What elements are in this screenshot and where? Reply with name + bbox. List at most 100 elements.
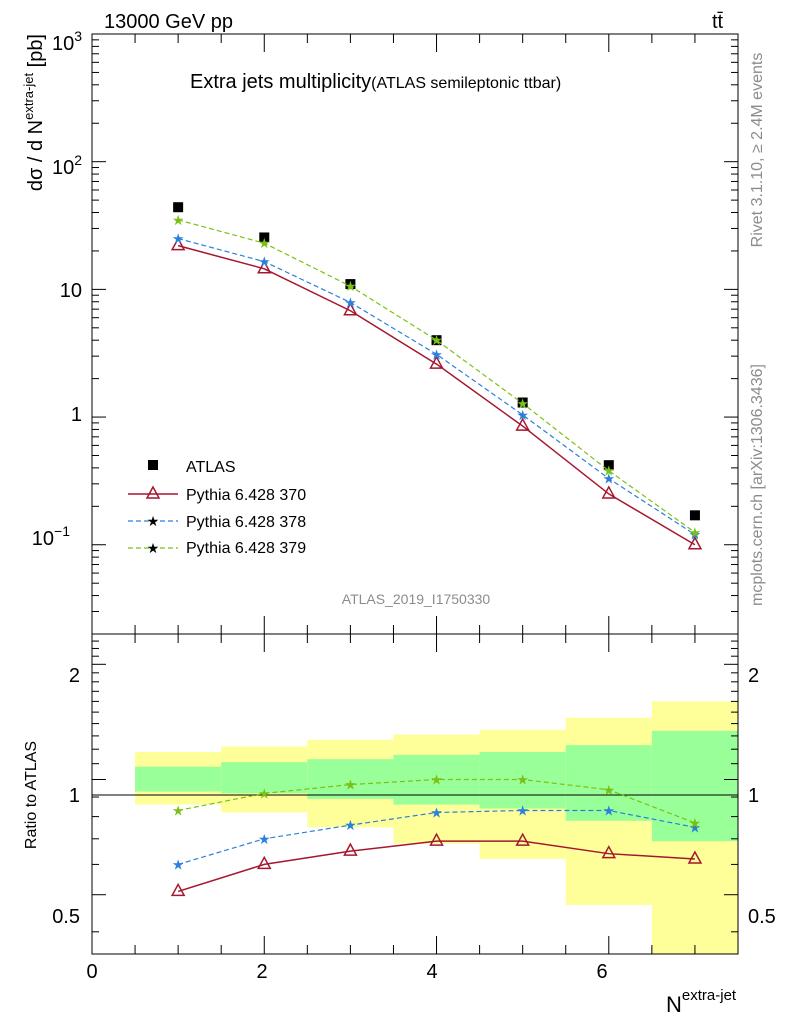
ratio-panel-frame — [91, 633, 739, 955]
ratio-point-p378: ★ — [603, 803, 616, 819]
data-point-p379: ★ — [172, 213, 185, 229]
data-point-p370 — [429, 355, 444, 369]
main-y-axis-label: dσ / d Nextra-jet [pb] — [21, 34, 47, 191]
ratio-point-p379: ★ — [430, 773, 443, 789]
ratio-point-p378: ★ — [172, 857, 185, 873]
ratio-point-p378: ★ — [430, 805, 443, 821]
data-point-p379: ★ — [689, 525, 702, 541]
legend-marker-p378: ★ — [147, 513, 160, 529]
ratio-point-p378: ★ — [344, 818, 357, 834]
x-axis-ticks — [91, 34, 739, 954]
ratio-band-inner — [135, 766, 222, 792]
chart-subtitle: (ATLAS semileptonic ttbar) — [371, 75, 561, 92]
x-tick-label: 0 — [86, 961, 97, 983]
ratio-band-inner — [565, 745, 652, 821]
ratio-point-p379: ★ — [172, 803, 185, 819]
x-tick-label: 4 — [426, 961, 437, 983]
data-point-p370 — [170, 237, 186, 251]
data-point-p378: ★ — [172, 232, 185, 248]
legend-label: Pythia 6.428 379 — [186, 540, 306, 557]
ratio-line-p370 — [177, 840, 695, 893]
legend-marker-p379: ★ — [147, 540, 160, 556]
data-point-p379: ★ — [258, 236, 271, 252]
data-point-p379: ★ — [603, 464, 616, 480]
legend-label: ATLAS — [186, 459, 236, 476]
data-point-atlas — [689, 510, 700, 521]
rivet-label: Rivet 3.1.10, ≥ 2.4M events — [749, 53, 766, 248]
main-y-tick-label: 102 — [52, 152, 82, 179]
ratio-point-p370 — [343, 842, 358, 856]
ratio-point-p379: ★ — [516, 773, 529, 789]
data-point-atlas — [173, 202, 184, 213]
data-point-atlas — [603, 460, 614, 471]
data-point-p370 — [343, 302, 358, 316]
main-y-axis-label-prefix: dσ / d N — [25, 120, 47, 191]
main-y-tick-label-base: 10 — [52, 157, 74, 179]
data-point-p378: ★ — [516, 408, 529, 424]
main-y-axis-label-sup: extra-jet — [21, 73, 36, 120]
ratio-y-tick-label: 2 — [69, 665, 80, 687]
main-y-tick-label-base: 10 — [52, 33, 74, 55]
ratio-point-p379: ★ — [344, 778, 357, 794]
ratio-y-tick-label-right: 2 — [748, 665, 759, 687]
data-point-atlas — [259, 232, 270, 243]
ratio-point-p378: ★ — [258, 832, 271, 848]
ratio-band-inner — [479, 752, 566, 809]
process-label: tt̄ — [712, 11, 724, 33]
ratio-band-inner — [221, 762, 308, 794]
data-point-atlas — [345, 279, 356, 290]
data-point-p370 — [257, 260, 272, 274]
ratio-y-tick-label-right: 0.5 — [748, 906, 776, 928]
x-tick-labels: 0 2 4 6 — [86, 961, 607, 983]
data-point-p378: ★ — [603, 472, 616, 488]
series-line-p379 — [177, 219, 696, 533]
data-point-atlas — [517, 397, 528, 408]
ratio-point-p379: ★ — [603, 783, 616, 799]
main-series-group: ★★★★★★★★★★★★★★ — [170, 202, 703, 550]
energy-label: 13000 GeV pp — [104, 11, 233, 33]
ratio-y-tick-label-right: 1 — [748, 785, 759, 807]
ratio-line-p378 — [177, 809, 696, 865]
ratio-y-tick-label: 1 — [69, 785, 80, 807]
data-point-atlas — [431, 335, 442, 346]
ratio-line-p379 — [178, 778, 696, 824]
source-label: mcplots.cern.ch [arXiv:1306.3436] — [749, 364, 766, 606]
ratio-y-axis-label: Ratio to ATLAS — [23, 741, 40, 849]
x-axis-label-sup: extra-jet — [682, 987, 737, 1004]
data-point-p370 — [687, 536, 703, 550]
data-point-p370 — [601, 485, 617, 499]
ratio-series-group: ★★★★ ★ ★★★★★ ★ ★★★ — [170, 773, 703, 897]
main-y-tick-label-exp: 3 — [74, 28, 82, 44]
main-y-tick-label-exp: 2 — [74, 152, 82, 168]
legend-marker-p370 — [145, 485, 161, 499]
main-y-tick-labels: 103 102 10 1 10−1 — [32, 28, 82, 550]
legend-label: Pythia 6.428 370 — [186, 487, 306, 504]
data-point-p379: ★ — [430, 333, 443, 349]
data-point-p370 — [515, 417, 530, 431]
ratio-point-p378: ★ — [516, 803, 529, 819]
chart-title: Extra jets multiplicity(ATLAS semilepton… — [190, 71, 561, 93]
ratio-point-p370 — [257, 855, 272, 870]
data-point-p379: ★ — [344, 279, 357, 295]
series-line-p378 — [177, 237, 696, 536]
ratio-panel — [135, 701, 738, 954]
ratio-point-p370 — [515, 832, 530, 846]
ratio-point-p370 — [687, 850, 703, 864]
legend-marker-atlas — [148, 460, 158, 470]
ratio-y-tick-label: 0.5 — [52, 906, 80, 928]
ratio-point-p370 — [429, 832, 444, 846]
ratio-point-p378: ★ — [689, 820, 702, 836]
data-point-p378: ★ — [344, 295, 357, 311]
main-y-tick-label-base: 10 — [32, 528, 54, 550]
ratio-point-p370 — [601, 845, 617, 859]
main-y-tick-label-exp: −1 — [54, 523, 70, 539]
ratio-band-inner — [651, 730, 738, 842]
main-y-tick-label: 10−1 — [32, 523, 70, 550]
main-y-axis-label-suffix: [pb] — [25, 34, 47, 73]
data-point-p378: ★ — [430, 347, 443, 363]
ratio-point-p379: ★ — [258, 786, 271, 802]
series-line-p370 — [177, 244, 696, 546]
main-y-tick-label: 1 — [71, 404, 82, 426]
main-y-tick-label: 10 — [60, 280, 82, 302]
